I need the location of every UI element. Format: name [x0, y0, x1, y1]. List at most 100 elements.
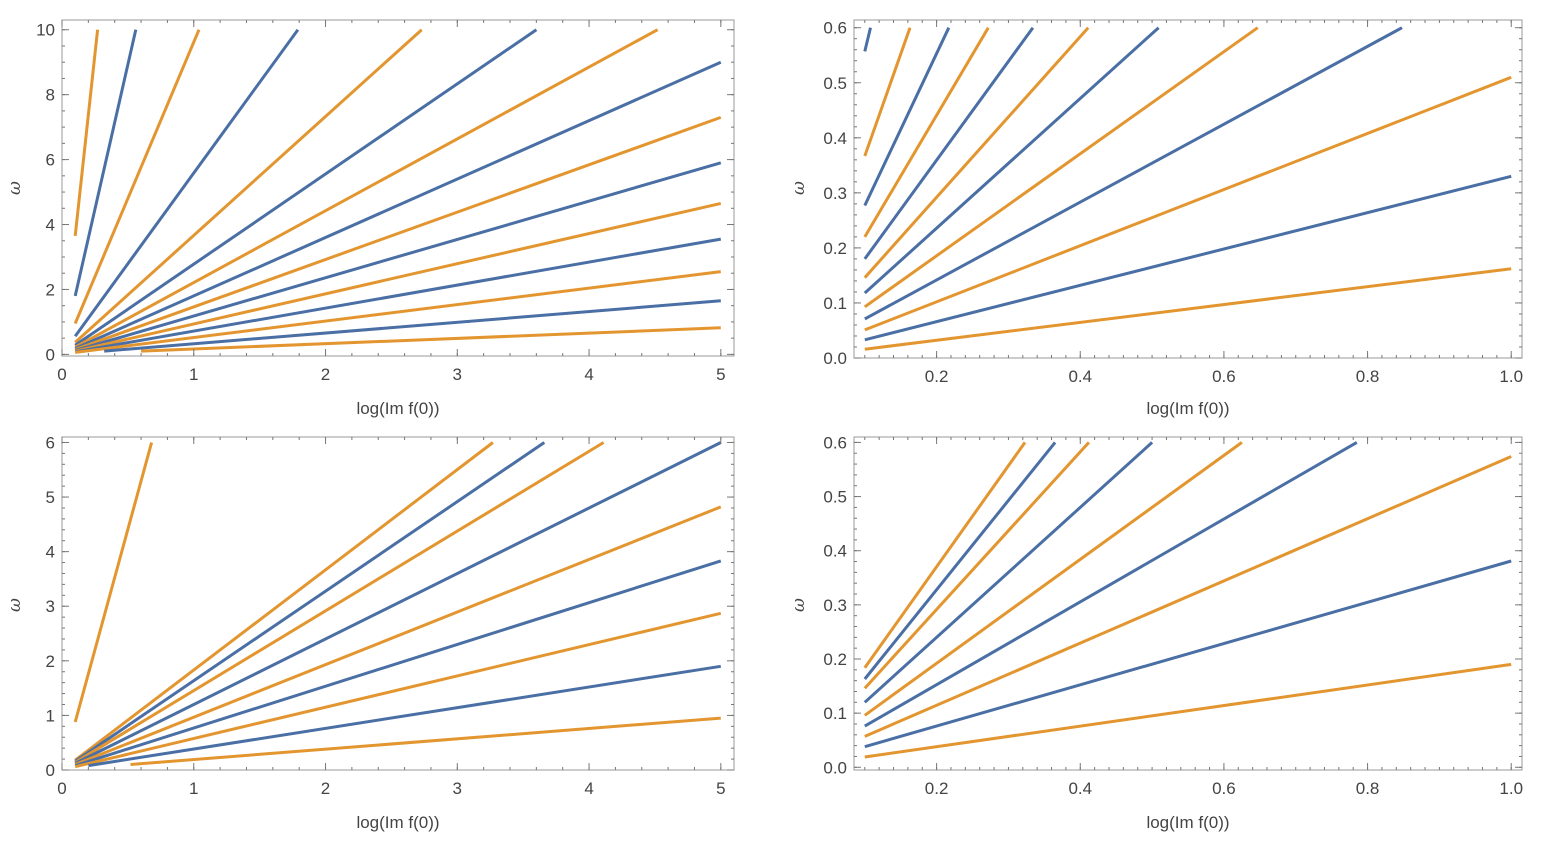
bottom-right-y-tick-label: 0.2 [823, 650, 847, 669]
bottom-left-series-line-5 [74, 441, 722, 765]
bottom-right-series-group [863, 441, 1512, 759]
bottom-right-series-line-7 [864, 455, 1512, 738]
chart-top-left-svg: 0 1 2 3 4 5 0 2 4 6 8 10 log(Im f(0)) ω [5, 19, 735, 418]
top-left-series-group [73, 28, 722, 354]
chart-top-right: 0.2 0.4 0.6 0.8 1.0 0.0 0.1 0.2 0.3 0.4 0.5 0.6 log(… [774, 0, 1548, 420]
chart-bottom-left-svg: 0 1 2 3 4 5 0 1 2 3 4 5 6 log(Im f(0)) ω [5, 433, 735, 832]
top-right-series-line-5 [863, 26, 1035, 260]
top-left-x-tick-label: 0 [57, 365, 66, 384]
bottom-right-y-axis-label: ω [789, 598, 809, 612]
bottom-left-series-line-6 [74, 505, 722, 766]
bottom-left-series-line-3 [74, 441, 546, 763]
top-right-x-tick-label: 0.6 [1212, 367, 1236, 386]
top-right-y-axis-label: ω [789, 181, 809, 195]
top-right-y-tick-label: 0.4 [823, 129, 847, 148]
top-right-y-tick-label: 0.3 [823, 184, 847, 203]
top-left-y-tick-label: 6 [46, 151, 55, 170]
top-left-x-axis-label: log(Im f(0)) [356, 399, 439, 418]
bottom-right-series-line-8 [864, 559, 1512, 749]
bottom-left-series-group [73, 441, 722, 769]
bottom-left-y-tick-label: 5 [46, 488, 55, 507]
bottom-left-y-tick-label: 6 [46, 433, 55, 452]
top-right-series-line-8 [863, 26, 1259, 309]
bottom-left-x-tick-label: 0 [57, 779, 66, 798]
top-left-y-tick-label: 4 [46, 216, 55, 235]
top-left-series-line-2 [73, 29, 138, 297]
bottom-left-x-tick-label: 1 [189, 779, 198, 798]
top-left-series-line-7 [74, 28, 659, 349]
top-right-y-tick-label: 0.5 [823, 74, 847, 93]
bottom-right-y-tick-label: 0.0 [823, 758, 847, 777]
top-right-x-tick-label: 0.8 [1356, 367, 1380, 386]
bottom-right-ticks [854, 437, 1522, 770]
bottom-left-series-line-10 [130, 716, 721, 766]
top-right-x-axis-label: log(Im f(0)) [1146, 399, 1229, 418]
bottom-left-y-tick-label: 0 [46, 761, 55, 780]
bottom-right-x-tick-label: 0.6 [1212, 779, 1236, 798]
top-right-y-tick-label: 0.2 [823, 239, 847, 258]
top-left-series-line-5 [74, 28, 423, 344]
top-right-x-tick-label: 1.0 [1499, 367, 1523, 386]
top-right-series-line-12 [864, 267, 1512, 351]
bottom-left-y-tick-label: 2 [46, 652, 55, 671]
bottom-left-y-tick-label: 1 [46, 706, 55, 725]
top-left-x-tick-label: 5 [716, 365, 725, 384]
bottom-left-plot-frame [61, 436, 735, 771]
top-left-y-axis-label: ω [5, 181, 25, 195]
top-right-y-tick-label: 0.1 [823, 294, 847, 313]
bottom-left-series-line-9 [88, 664, 722, 768]
bottom-right-y-tick-label: 0.3 [823, 596, 847, 615]
bottom-left-series-line-4 [74, 441, 605, 764]
top-left-series-line-9 [74, 115, 722, 351]
top-right-series-line-7 [863, 26, 1160, 295]
bottom-left-series-line-8 [74, 611, 722, 769]
bottom-right-series-line-1 [863, 441, 1027, 669]
top-left-x-tick-label: 2 [321, 365, 330, 384]
top-left-series-line-4 [73, 28, 300, 338]
top-left-ticks [61, 20, 734, 356]
top-left-y-tick-label: 2 [46, 280, 55, 299]
top-right-series-line-3 [863, 27, 951, 207]
bottom-right-y-tick-label: 0.4 [823, 542, 847, 561]
top-left-series-line-11 [74, 201, 722, 353]
bottom-left-y-tick-label: 3 [46, 597, 55, 616]
bottom-right-x-tick-label: 0.4 [1068, 779, 1092, 798]
top-right-y-tick-label: 0.0 [823, 349, 847, 368]
top-right-series-line-11 [864, 174, 1512, 342]
bottom-left-x-tick-label: 3 [453, 779, 462, 798]
bottom-left-x-axis-label: log(Im f(0)) [356, 813, 439, 832]
top-right-ticks [854, 20, 1522, 359]
chart-bottom-right: 0.2 0.4 0.6 0.8 1.0 0.0 0.1 0.2 0.3 0.4 0.5 0.6 log(… [774, 420, 1548, 841]
chart-bottom-left: 0 1 2 3 4 5 0 1 2 3 4 5 6 log(Im f(0)) ω [0, 420, 774, 841]
chart-top-right-svg: 0.2 0.4 0.6 0.8 1.0 0.0 0.1 0.2 0.3 0.4 0.5 0.6 log(… [789, 19, 1523, 418]
top-left-plot-frame [61, 19, 735, 357]
bottom-left-series-line-7 [74, 559, 722, 768]
bottom-left-ticks [61, 437, 734, 771]
bottom-right-x-axis-label: log(Im f(0)) [1146, 813, 1229, 832]
top-right-series-line-10 [864, 75, 1512, 332]
top-left-series-line-1 [73, 29, 100, 237]
bottom-left-y-tick-label: 4 [46, 543, 55, 562]
bottom-right-x-tick-label: 1.0 [1499, 779, 1523, 798]
bottom-right-y-tick-label: 0.6 [823, 433, 847, 452]
top-right-x-tick-label: 0.4 [1068, 367, 1092, 386]
bottom-right-plot-frame [853, 436, 1523, 771]
chart-top-left: 0 1 2 3 4 5 0 2 4 6 8 10 log(Im f(0)) ω [0, 0, 774, 420]
bottom-right-series-line-4 [863, 441, 1154, 704]
bottom-right-series-line-5 [863, 441, 1243, 717]
top-left-y-tick-label: 8 [46, 86, 55, 105]
bottom-right-series-line-2 [863, 441, 1057, 680]
bottom-left-series-line-2 [74, 441, 494, 762]
top-right-series-group [863, 26, 1512, 351]
bottom-right-series-line-3 [863, 441, 1091, 690]
top-right-x-tick-label: 0.2 [925, 367, 949, 386]
top-right-series-line-6 [863, 26, 1090, 279]
bottom-left-x-tick-label: 5 [716, 779, 725, 798]
top-right-series-line-9 [864, 26, 1403, 321]
top-left-x-tick-label: 3 [453, 365, 462, 384]
bottom-left-series-line-1 [73, 442, 154, 723]
top-left-series-line-10 [74, 161, 722, 352]
top-left-series-line-6 [74, 28, 538, 347]
top-left-series-line-8 [74, 60, 722, 350]
bottom-right-x-tick-label: 0.2 [925, 779, 949, 798]
